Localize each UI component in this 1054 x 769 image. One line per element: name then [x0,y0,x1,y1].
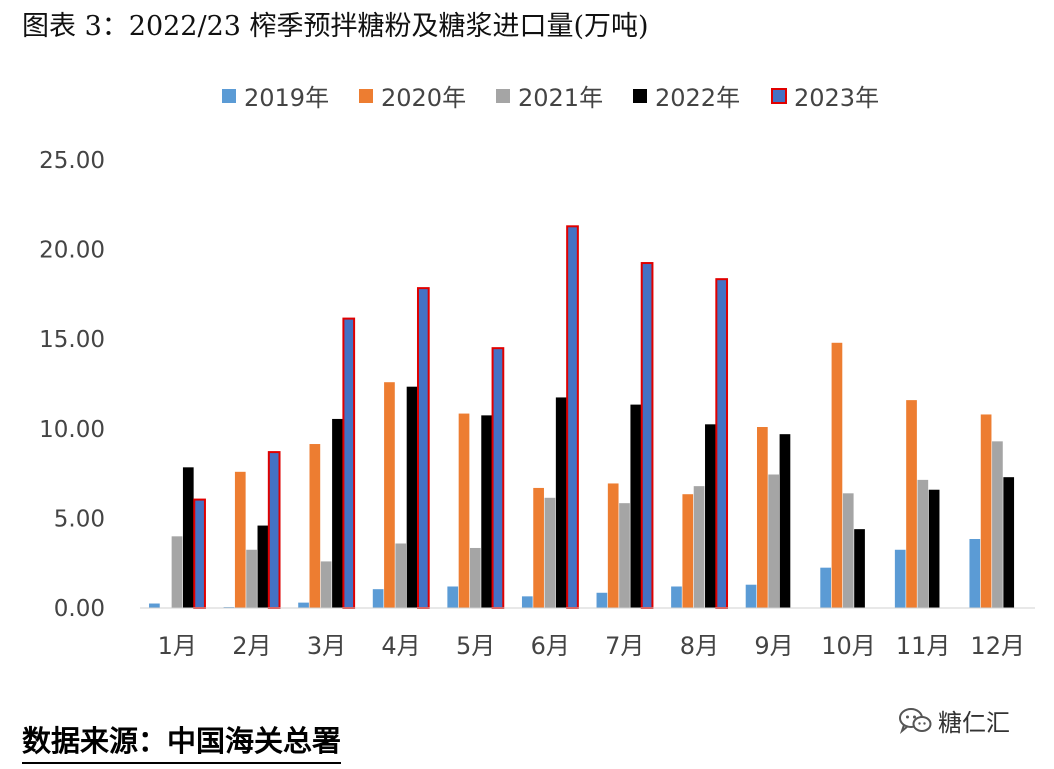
x-tick-label: 6月 [531,632,570,660]
x-tick-label: 2月 [232,632,271,660]
bar-2022-3 [332,418,343,608]
bar-2022-11 [928,489,940,608]
bar-2020-7 [607,483,619,608]
source-note: 数据来源：中国海关总署 [22,718,342,764]
bar-2023-6 [566,225,579,610]
x-tick-label: 10月 [821,632,876,660]
bar-2021-9 [768,474,780,608]
x-tick-label: 9月 [754,632,793,660]
bar-2019-6 [521,596,533,608]
y-axis: 0.00 5.00 10.00 15.00 20.00 25.00 [39,148,105,622]
bar-2021-12 [992,441,1003,608]
bar-2021-5 [469,547,481,608]
figure-title: 图表 3：2022/23 榨季预拌糖粉及糖浆进口量(万吨) [22,11,649,42]
bar-2019-4 [372,589,384,608]
legend-swatch-2019 [222,89,236,103]
bar-2020-4 [384,382,395,608]
legend-swatch-2021 [496,89,510,103]
bar-2022-2 [257,525,269,608]
legend-swatch-2023 [771,88,787,104]
bar-2019-11 [894,549,906,608]
bar-2019-3 [298,602,309,608]
bar-2020-8 [682,494,694,608]
bar-2023-8 [715,278,729,609]
bar-2021-10 [842,493,854,608]
x-axis: 1月 2月 3月 4月 5月 6月 7月 8月 9月 10月 11月 12月 [158,632,1025,660]
x-tick-label: 3月 [307,632,346,660]
bar-2022-5 [481,415,492,608]
bar-2022-8 [705,424,716,608]
watermark: 糖仁汇 [898,703,1010,738]
bar-2020-3 [309,444,321,608]
bar-2023-5 [491,347,505,609]
bar-2022-7 [630,404,642,608]
legend-label-2021: 2021年 [518,84,603,112]
bar-2023-1 [193,498,206,610]
y-tick-label: 15.00 [39,327,105,353]
bar-2020-12 [980,414,992,608]
bar-2019-9 [745,584,757,608]
bar-series-group [149,225,1015,610]
chart-legend: 2019年 2020年 2021年 2022年 2023年 [222,84,879,112]
legend-label-2023: 2023年 [794,84,879,112]
bar-2019-5 [447,586,459,608]
legend-label-2020: 2020年 [381,84,466,112]
bar-2020-9 [757,427,768,608]
y-tick-label: 25.00 [39,148,105,174]
bar-2019-1 [149,603,160,608]
bar-2020-11 [906,400,917,608]
legend-label-2022: 2022年 [655,84,740,112]
y-tick-label: 5.00 [54,506,105,532]
bar-2021-4 [395,543,407,608]
bar-2021-8 [693,486,705,608]
x-tick-label: 12月 [970,632,1025,660]
bar-2019-12 [969,539,981,608]
bar-2022-4 [406,386,418,608]
wechat-icon [899,707,932,734]
bar-2023-3 [342,317,356,609]
bar-2023-4 [416,287,430,609]
bar-2021-11 [917,479,929,608]
bar-2021-6 [544,497,556,608]
x-tick-label: 5月 [456,632,495,660]
legend-swatch-2020 [359,89,373,103]
bar-2020-6 [533,487,544,608]
bar-2020-2 [234,471,246,608]
bar-2023-2 [267,451,281,610]
y-tick-label: 0.00 [54,596,105,622]
bar-2020-5 [458,413,470,608]
bar-2019-10 [820,567,831,608]
bar-2019-7 [596,592,608,608]
bar-chart: 2019年 2020年 2021年 2022年 2023年 0.00 5.00 10.00 1… [39,84,1035,660]
bar-2021-1 [171,536,183,608]
bar-2019-8 [671,586,682,608]
y-tick-label: 10.00 [39,417,105,443]
bar-2022-1 [182,467,194,608]
bar-2021-3 [320,561,332,608]
bar-2022-9 [779,434,791,608]
x-tick-label: 7月 [605,632,644,660]
bar-2023-7 [640,262,654,609]
bar-2022-6 [555,397,567,608]
x-tick-label: 1月 [158,632,197,660]
bar-2022-10 [854,529,865,608]
watermark-text: 糖仁汇 [938,709,1010,737]
legend-label-2019: 2019年 [244,84,329,112]
legend-swatch-2022 [633,89,647,103]
bar-2022-12 [1003,477,1015,608]
x-tick-label: 11月 [896,632,951,660]
x-tick-label: 4月 [381,632,420,660]
y-tick-label: 20.00 [39,238,105,264]
bar-2021-7 [619,503,630,608]
bar-2021-2 [246,549,257,608]
x-tick-label: 8月 [680,632,719,660]
bar-2020-10 [831,342,843,608]
